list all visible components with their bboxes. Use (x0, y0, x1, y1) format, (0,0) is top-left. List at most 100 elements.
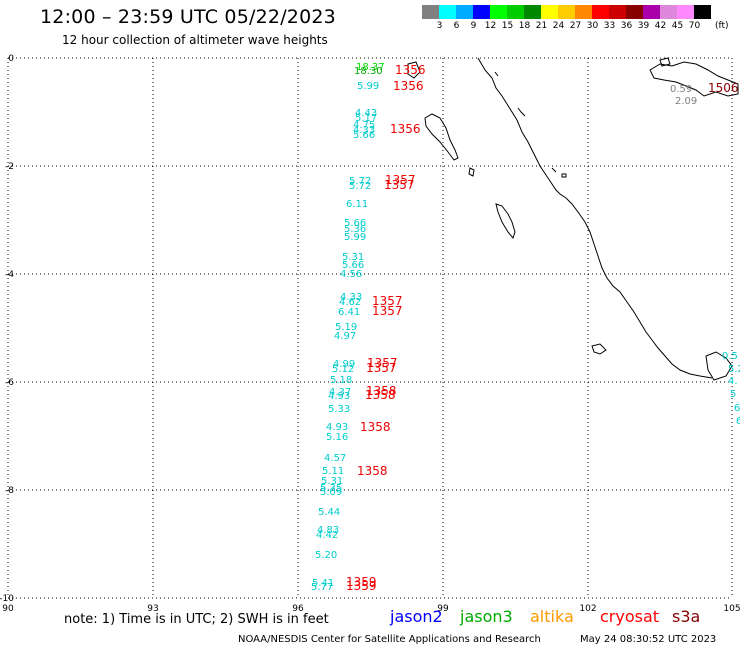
scale-swatch (592, 5, 609, 19)
scale-tick-label: 33 (603, 21, 616, 31)
longitude-label: 96 (292, 604, 304, 614)
observation-time-label: 1358 (357, 464, 388, 478)
wave-height-label: 4.37 (329, 387, 351, 398)
wave-height-label: 6.41 (338, 307, 360, 318)
wave-height-label: 5.66 (342, 260, 364, 271)
wave-height-label: 4.43 (355, 108, 377, 119)
observation-time-label: 1358 (365, 388, 396, 402)
wave-height-label: 5.99 (357, 81, 379, 92)
scale-tick-label: 15 (501, 21, 514, 31)
longitude-label: 93 (147, 604, 158, 614)
top-right-landmass (649, 61, 739, 97)
top-left-islet (407, 61, 421, 79)
scale-tick-label: 9 (470, 21, 477, 31)
wave-height-label: 4. (728, 376, 738, 387)
island-d (468, 167, 475, 177)
inland-coast-fragment (494, 71, 557, 173)
lat-lon-grid (7, 57, 733, 599)
wave-height-label: 4.62 (339, 297, 361, 308)
wave-height-label: 4.97 (334, 331, 356, 342)
scale-tick-label: 45 (671, 21, 684, 31)
footer-timestamp: May 24 08:30:52 UTC 2023 (580, 634, 717, 645)
satellite-legend-jason2: jason2 (390, 607, 443, 626)
scale-swatch (456, 5, 473, 19)
scale-tick-label: 27 (569, 21, 582, 31)
scale-tick-label: 42 (654, 21, 667, 31)
scale-swatch (694, 5, 711, 19)
wave-height-label: 5.31 (321, 476, 343, 487)
wave-height-label: 5.2 (728, 364, 740, 375)
scale-swatch (473, 5, 490, 19)
wave-height-label: 4.83 (317, 525, 339, 536)
observation-time-label: 1357 (384, 178, 415, 192)
scale-swatch (422, 5, 439, 19)
scale-unit-label: (ft) (715, 21, 729, 31)
wave-height-label: 2.09 (675, 96, 697, 107)
scale-tick-label: 24 (552, 21, 565, 31)
scale-tick-label: 12 (484, 21, 497, 31)
wave-height-label: 0.59 (670, 84, 692, 95)
observation-time-label: 1359 (346, 579, 377, 593)
scale-swatch (677, 5, 694, 19)
scale-tick-label: 21 (535, 21, 548, 31)
observation-time-label: 1356 (390, 122, 421, 136)
island-a (424, 113, 459, 161)
observation-time-label: 1358 (360, 420, 391, 434)
wave-height-label: 4.56 (340, 269, 362, 280)
scale-tick-label: 6 (453, 21, 460, 31)
wave-height-label: 5.36 (344, 224, 366, 235)
wave-height-label: 5.44 (318, 507, 340, 518)
coastline (407, 57, 739, 381)
wave-height-label: 5.09 (320, 487, 342, 498)
wave-height-label: 6.11 (346, 199, 368, 210)
scale-swatch (609, 5, 626, 19)
scale-tick-label: 36 (620, 21, 633, 31)
scale-swatch (541, 5, 558, 19)
longitude-label: 102 (579, 604, 596, 614)
map-title: 12:00 – 23:59 UTC 05/22/2023 (40, 6, 336, 28)
wave-height-label: 5.35 (320, 483, 342, 494)
wave-height-label: 6 (736, 416, 740, 427)
scale-swatch (643, 5, 660, 19)
scale-swatch (439, 5, 456, 19)
wave-height-label: 5.20 (315, 550, 337, 561)
wave-height-label: 5.41 (312, 578, 334, 589)
longitude-label: 90 (2, 604, 14, 614)
wave-height-label: 5.12 (332, 364, 354, 375)
observation-time-label: 1359 (346, 575, 377, 589)
wave-height-label: 4.93 (328, 391, 350, 402)
satellite-legend-altika: altika (530, 607, 574, 626)
wave-height-label: 18.37 (356, 62, 385, 73)
observation-time-label: 1357 (385, 173, 416, 187)
wave-height-label: 5.66 (353, 130, 375, 141)
satellite-legend-jason3: jason3 (460, 607, 513, 626)
wave-height-label: 5.11 (322, 466, 344, 477)
island-e (561, 173, 567, 178)
scale-swatch (507, 5, 524, 19)
latitude-label: 0 (8, 54, 14, 64)
wave-height-label: 5.72 (349, 181, 371, 192)
latitude-label: -4 (5, 270, 14, 280)
wave-height-label: 5.66 (344, 218, 366, 229)
observation-time-label: 1357 (372, 304, 403, 318)
wave-height-label: 5.31 (342, 252, 364, 263)
observation-time-label: 1356 (393, 79, 424, 93)
wave-height-label: 4.33 (353, 125, 375, 136)
wave-height-label: 6 (734, 403, 740, 414)
scale-tick-label: 30 (586, 21, 599, 31)
scale-swatch (490, 5, 507, 19)
island-b (495, 203, 516, 240)
wave-height-label: 4.33 (340, 292, 362, 303)
observation-time-label: 1356 (395, 63, 426, 77)
wave-height-label: 4.99 (333, 359, 355, 370)
footer-note: note: 1) Time is in UTC; 2) SWH is in fe… (64, 612, 329, 627)
scale-swatch (660, 5, 677, 19)
satellite-legend-cryosat: cryosat (600, 607, 660, 626)
wave-height-label: 5.16 (326, 432, 348, 443)
top-right-islet (659, 57, 671, 67)
wave-height-label: 5.77 (311, 582, 333, 593)
wave-height-label: 0.5 (722, 351, 738, 362)
